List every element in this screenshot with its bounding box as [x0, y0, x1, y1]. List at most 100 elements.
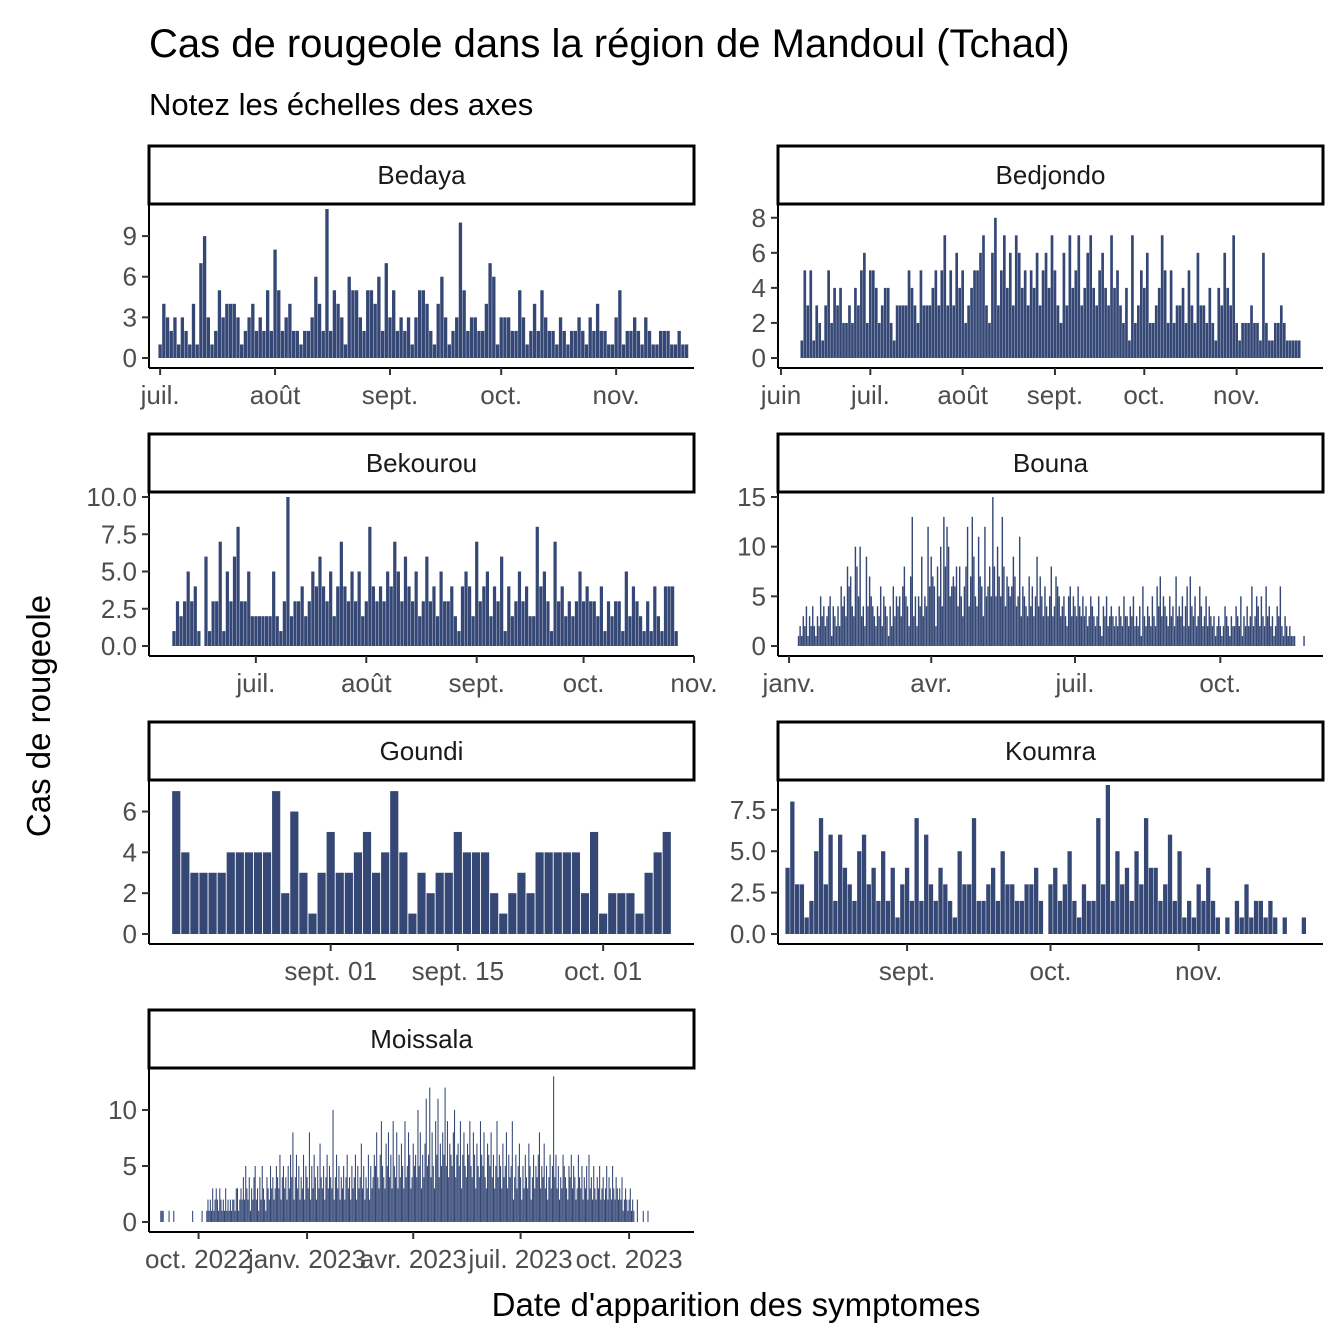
bar — [455, 317, 459, 358]
bar — [225, 571, 229, 646]
bar — [976, 900, 981, 934]
bar — [821, 340, 825, 358]
bar — [586, 1165, 588, 1222]
bar — [883, 287, 887, 358]
bar — [1276, 322, 1280, 358]
bar — [349, 1177, 351, 1222]
bar — [510, 616, 514, 646]
bar — [925, 305, 929, 358]
bar — [405, 1177, 407, 1222]
bar — [917, 596, 920, 646]
bar — [1181, 596, 1184, 646]
bar — [871, 270, 875, 358]
bar — [1038, 305, 1042, 358]
bar — [392, 290, 396, 358]
facet-strip-label: Bouna — [1013, 448, 1089, 478]
bar — [484, 303, 489, 358]
bar — [212, 1188, 214, 1222]
bar — [374, 1165, 377, 1222]
bar — [1001, 516, 1004, 646]
bar — [577, 317, 581, 358]
bar — [529, 330, 533, 358]
bar — [384, 1188, 386, 1222]
bar — [1222, 626, 1225, 646]
bar — [293, 601, 297, 646]
bar — [471, 616, 475, 646]
bar — [836, 305, 839, 358]
bar — [382, 1165, 384, 1222]
bar — [444, 1087, 446, 1222]
bar — [573, 330, 578, 358]
bar — [1183, 626, 1185, 646]
bar — [403, 330, 407, 358]
bar — [1186, 586, 1188, 646]
bar — [1208, 287, 1212, 358]
bar — [558, 317, 563, 358]
bar — [805, 606, 808, 646]
bar — [994, 217, 997, 358]
bar — [400, 601, 404, 646]
bar — [235, 1188, 237, 1222]
bar — [582, 1199, 584, 1222]
bar — [647, 330, 652, 358]
facet-bars — [172, 791, 671, 934]
bar — [354, 1154, 356, 1222]
bar — [417, 872, 426, 934]
bar — [236, 317, 240, 358]
bar — [1088, 616, 1090, 646]
bar — [393, 1165, 395, 1222]
bar — [494, 1188, 496, 1222]
bar — [1294, 340, 1298, 358]
bar — [438, 1177, 440, 1222]
bar — [201, 1210, 203, 1222]
bar — [1238, 626, 1240, 646]
bar — [614, 601, 618, 646]
bar — [928, 305, 932, 358]
bar — [1047, 616, 1049, 646]
bar — [345, 1177, 347, 1222]
y-tick-label: 10.0 — [86, 482, 137, 512]
bar — [1186, 900, 1192, 934]
bar — [580, 1188, 582, 1222]
bar — [210, 344, 214, 358]
bar — [245, 1165, 247, 1222]
bar — [949, 596, 951, 646]
bar — [988, 322, 991, 358]
bar — [516, 1188, 518, 1222]
bar — [625, 1188, 627, 1222]
bar — [603, 330, 607, 358]
bar — [644, 872, 653, 934]
bar — [1116, 626, 1119, 646]
y-tick-label: 8 — [752, 203, 766, 233]
x-tick-label: sept. 01 — [284, 956, 377, 986]
bar — [848, 305, 851, 358]
bar — [471, 1177, 473, 1222]
bar — [547, 330, 552, 358]
facet-strip — [776, 432, 1325, 494]
x-tick-label: oct. 2022 — [145, 1244, 252, 1274]
bar — [835, 626, 838, 646]
bar — [396, 1132, 398, 1222]
bar — [477, 1165, 479, 1222]
bar — [536, 330, 540, 358]
bar — [857, 851, 862, 934]
bar — [589, 1188, 591, 1222]
bar — [1050, 566, 1052, 646]
bar — [970, 576, 972, 646]
bar — [621, 1177, 623, 1222]
bar — [883, 596, 885, 646]
bar — [603, 631, 607, 646]
bar — [492, 586, 497, 646]
bar — [592, 330, 596, 358]
bar — [1096, 616, 1098, 646]
bar — [815, 305, 819, 358]
bar — [1158, 900, 1163, 934]
bar — [1178, 606, 1180, 646]
bar — [255, 1199, 257, 1222]
bar — [364, 1199, 366, 1222]
bar — [399, 1177, 401, 1222]
bar — [587, 1199, 589, 1222]
bar — [971, 818, 977, 934]
bar — [594, 1188, 596, 1222]
bar — [916, 322, 920, 358]
